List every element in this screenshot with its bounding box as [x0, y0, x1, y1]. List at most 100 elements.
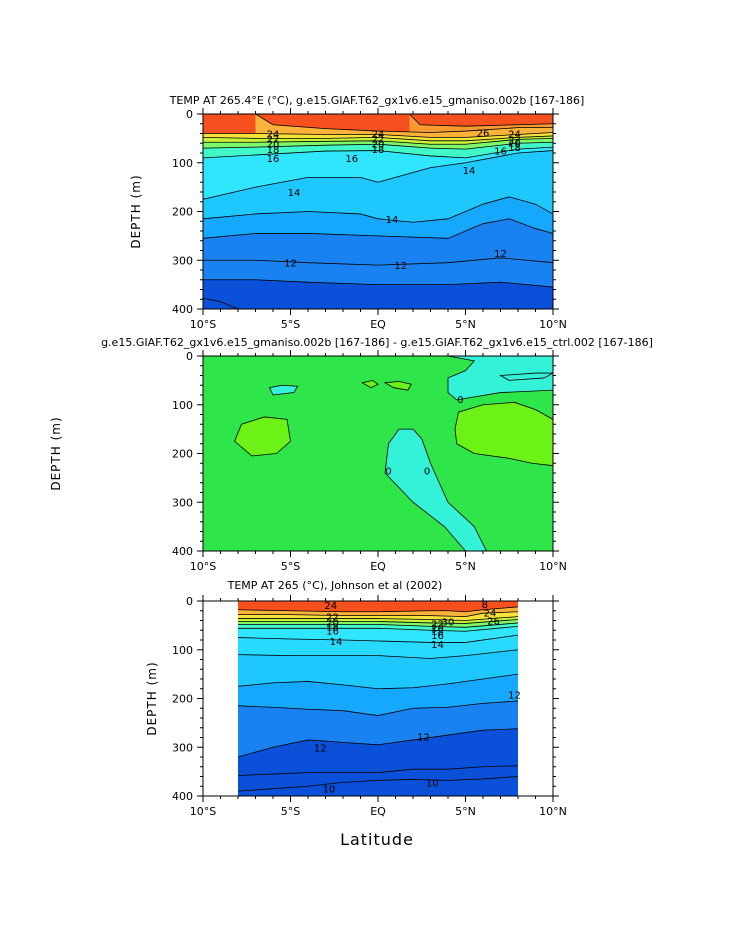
y-axis-label: DEPTH (m): [49, 416, 63, 490]
contour-label: 26: [477, 129, 490, 140]
contour-label: 12: [417, 733, 430, 744]
contour-line: [203, 141, 553, 150]
y-tick-label: 300: [172, 741, 193, 754]
contour-label: 16: [431, 631, 444, 642]
color-band-fill: [203, 298, 238, 309]
panel-title: g.e15.GIAF.T62_gx1v6.e15_gmaniso.002b [1…: [101, 336, 653, 349]
contour-label: 22: [508, 135, 521, 146]
contour-label: 20: [372, 139, 385, 150]
contour-label: 20: [267, 139, 280, 150]
contour-label: 12: [394, 261, 407, 272]
x-tick-label: 5°S: [281, 318, 300, 331]
y-tick-label: 0: [186, 350, 193, 363]
contour-line: [203, 150, 553, 200]
contour-line: [255, 114, 553, 133]
contour-line: [238, 616, 519, 621]
contour-label: 8: [482, 600, 488, 611]
contour-line: [409, 114, 553, 127]
contour-label: 16: [345, 154, 358, 165]
contour-line: [237, 700, 519, 716]
contour-label: 24: [324, 601, 337, 612]
contour-label: 12: [284, 259, 297, 270]
contour-line: [237, 776, 519, 792]
contour-label: 16: [267, 154, 280, 165]
contour-label: 24: [372, 130, 385, 141]
contour-label: 18: [372, 145, 385, 156]
color-band-fill: [203, 279, 553, 309]
contour-label: 12: [314, 743, 327, 754]
contour-line: [238, 619, 519, 624]
contour-label: 20: [326, 618, 339, 629]
positive-region: [234, 416, 291, 457]
panel-title: TEMP AT 265.4°E (°C), g.e15.GIAF.T62_gx1…: [169, 94, 585, 107]
contour-label: 18: [267, 145, 280, 156]
contour-label: 16: [326, 626, 339, 637]
y-tick-label: 400: [172, 545, 193, 558]
contour-label: 14: [463, 166, 476, 177]
contour-label: 18: [431, 627, 444, 638]
negative-region: [268, 384, 299, 396]
contour-line: [203, 257, 553, 266]
contour-line: [203, 146, 553, 159]
y-tick-label: 200: [172, 693, 193, 706]
contour-line: [203, 196, 553, 223]
y-axis-label: DEPTH (m): [129, 174, 143, 248]
contour-label: 16: [494, 147, 507, 158]
x-tick-label: EQ: [370, 560, 386, 573]
contour-line: [237, 634, 519, 643]
negative-region: [447, 356, 553, 401]
contour-label: 14: [386, 215, 399, 226]
contour-line: [237, 673, 519, 690]
contour-label: 22: [267, 134, 280, 145]
y-tick-label: 100: [172, 399, 193, 412]
contour-line: [238, 611, 519, 618]
contour-line: [237, 649, 519, 659]
y-tick-label: 300: [172, 254, 193, 267]
y-tick-label: 400: [172, 790, 193, 803]
panel-middle-difference: 0 0 0 10°S 5°S EQ 5°N 10°N 0 100 200 300 400 g.e15.GI…: [49, 336, 653, 573]
contour-label: 18: [508, 143, 521, 154]
positive-region: [383, 380, 412, 391]
x-tick-label: EQ: [370, 805, 386, 818]
contour-label: 24: [508, 130, 521, 141]
contour-label: 0: [385, 467, 391, 478]
contour-line: [203, 218, 553, 239]
contour-label: 12: [494, 249, 507, 260]
contour-label: 22: [326, 613, 339, 624]
contour-label: 14: [330, 637, 343, 648]
positive-region: [361, 379, 379, 389]
x-tick-label: 10°N: [539, 560, 567, 573]
y-tick-label: 0: [186, 108, 193, 121]
contour-label: 14: [288, 188, 301, 199]
negative-region: [384, 428, 487, 551]
contour-line: [237, 728, 519, 758]
x-tick-label: 5°N: [455, 318, 476, 331]
contour-label: 10: [426, 778, 439, 789]
contour-label: 0: [424, 467, 430, 478]
contour-line: [238, 622, 519, 628]
color-band-fill: [238, 776, 518, 796]
x-tick-label: 5°N: [455, 560, 476, 573]
contour-line: [203, 132, 553, 138]
contour-line: [237, 606, 519, 613]
x-tick-label: 10°N: [539, 318, 567, 331]
y-tick-label: 100: [172, 157, 193, 170]
contour-line: [238, 625, 519, 632]
contour-label: 12: [508, 691, 521, 702]
x-tick-label: 10°S: [190, 805, 216, 818]
contour-label: 22: [372, 134, 385, 145]
contour-line: [203, 135, 553, 142]
y-tick-label: 200: [172, 448, 193, 461]
y-tick-label: 200: [172, 206, 193, 219]
contour-label: 20: [508, 138, 521, 149]
contour-line: [203, 297, 239, 309]
contour-label: 0: [457, 395, 463, 406]
figure-xlabel: Latitude: [340, 830, 414, 849]
y-tick-label: 300: [172, 496, 193, 509]
x-tick-label: 5°S: [281, 805, 300, 818]
negative-region: [499, 372, 553, 381]
